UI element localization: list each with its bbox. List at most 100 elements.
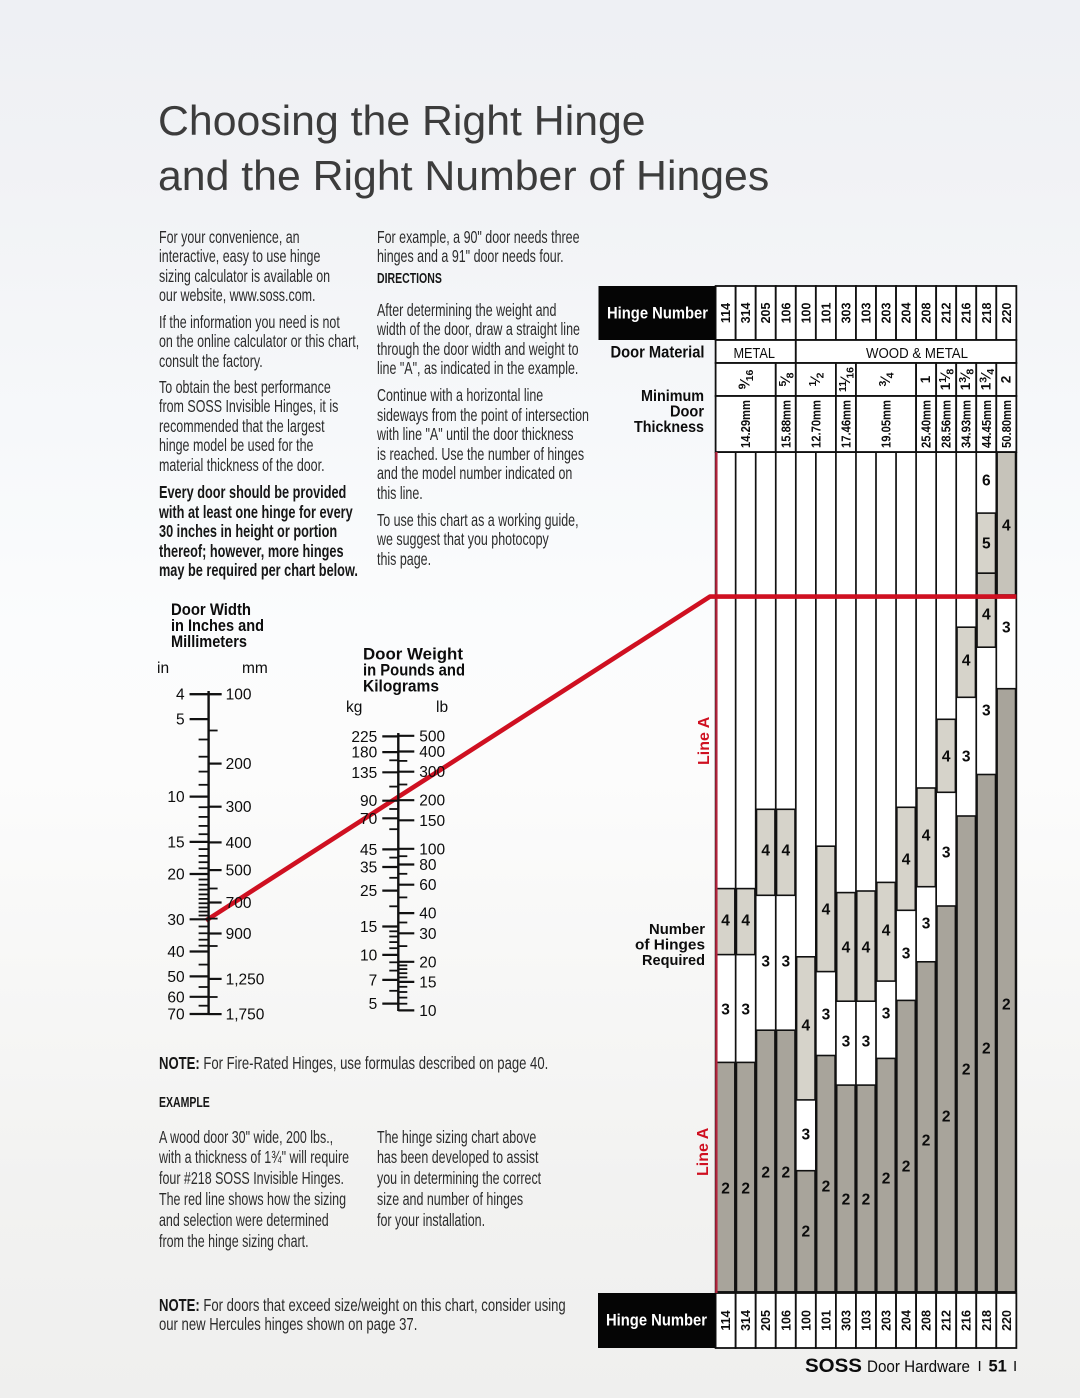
svg-text:220: 220 <box>1000 303 1014 324</box>
svg-text:4: 4 <box>1002 518 1011 535</box>
svg-text:6: 6 <box>982 473 991 490</box>
svg-text:30: 30 <box>419 926 437 943</box>
svg-text:500: 500 <box>226 863 252 880</box>
svg-text:mm: mm <box>242 660 268 677</box>
svg-text:218: 218 <box>980 1310 994 1331</box>
svg-text:of Hinges: of Hinges <box>635 937 705 954</box>
svg-text:60: 60 <box>167 989 185 1006</box>
svg-text:3: 3 <box>842 1034 851 1051</box>
svg-text:Minimum: Minimum <box>641 388 704 405</box>
svg-text:4: 4 <box>902 852 911 869</box>
svg-text:4: 4 <box>721 913 730 930</box>
svg-text:34.93mm: 34.93mm <box>960 400 974 448</box>
svg-text:101: 101 <box>819 303 833 324</box>
svg-text:50.80mm: 50.80mm <box>1000 400 1014 448</box>
svg-text:25.40mm: 25.40mm <box>920 400 934 448</box>
svg-text:2: 2 <box>942 1109 951 1126</box>
svg-text:3: 3 <box>781 954 790 971</box>
svg-text:Hinge Number: Hinge Number <box>607 304 708 323</box>
svg-text:80: 80 <box>419 857 437 874</box>
svg-text:204: 204 <box>900 1310 914 1331</box>
svg-text:700: 700 <box>226 895 252 912</box>
svg-text:204: 204 <box>900 303 914 324</box>
svg-text:1: 1 <box>918 375 933 383</box>
svg-text:13⁄8: 13⁄8 <box>957 369 977 391</box>
svg-text:300: 300 <box>419 764 445 781</box>
svg-text:4: 4 <box>802 1018 811 1035</box>
svg-text:208: 208 <box>920 303 934 324</box>
svg-text:100: 100 <box>419 841 445 858</box>
svg-text:35: 35 <box>360 860 377 877</box>
svg-text:3: 3 <box>982 703 991 720</box>
svg-text:Door Hardware: Door Hardware <box>867 1358 970 1376</box>
svg-text:114: 114 <box>719 1310 733 1330</box>
svg-text:150: 150 <box>419 813 445 830</box>
svg-text:200: 200 <box>226 756 252 773</box>
svg-text:4: 4 <box>741 913 750 930</box>
svg-text:203: 203 <box>880 303 894 324</box>
svg-text:200: 200 <box>419 793 445 810</box>
svg-text:216: 216 <box>960 303 974 324</box>
svg-text:100: 100 <box>799 303 813 324</box>
svg-text:205: 205 <box>759 303 773 324</box>
svg-text:4: 4 <box>842 940 851 957</box>
svg-text:50: 50 <box>167 969 185 986</box>
svg-text:2: 2 <box>922 1133 931 1150</box>
svg-text:303: 303 <box>839 1310 853 1331</box>
svg-text:4: 4 <box>822 902 831 919</box>
svg-text:2: 2 <box>741 1181 750 1198</box>
svg-text:4: 4 <box>882 923 891 940</box>
svg-text:in Inches and: in Inches and <box>171 617 264 635</box>
svg-text:Millimeters: Millimeters <box>171 633 247 651</box>
svg-text:28.56mm: 28.56mm <box>940 400 954 448</box>
svg-text:101: 101 <box>819 1310 833 1331</box>
svg-text:in: in <box>157 660 169 677</box>
svg-text:4: 4 <box>862 940 871 957</box>
svg-text:3: 3 <box>922 916 931 933</box>
svg-text:13⁄4: 13⁄4 <box>977 369 997 391</box>
svg-text:2: 2 <box>998 376 1013 384</box>
svg-text:Door: Door <box>670 404 704 421</box>
svg-text:212: 212 <box>940 303 954 324</box>
svg-text:15: 15 <box>419 974 436 991</box>
svg-text:25: 25 <box>360 883 377 900</box>
svg-text:3: 3 <box>721 1002 730 1019</box>
svg-text:220: 220 <box>1000 1310 1014 1331</box>
svg-text:70: 70 <box>360 811 378 828</box>
svg-text:106: 106 <box>779 1310 793 1331</box>
svg-text:Hinge Number: Hinge Number <box>606 1311 707 1330</box>
svg-text:400: 400 <box>419 744 445 761</box>
svg-text:2: 2 <box>962 1062 971 1079</box>
svg-text:10: 10 <box>360 947 378 964</box>
svg-text:314: 314 <box>739 1310 753 1331</box>
svg-text:14.29mm: 14.29mm <box>739 400 753 448</box>
svg-text:WOOD & METAL: WOOD & METAL <box>866 345 968 362</box>
svg-text:40: 40 <box>419 906 437 923</box>
svg-text:3: 3 <box>802 1127 811 1144</box>
svg-text:15.88mm: 15.88mm <box>779 400 793 448</box>
svg-text:kg: kg <box>346 699 362 716</box>
svg-text:103: 103 <box>859 1310 873 1331</box>
svg-text:9⁄16: 9⁄16 <box>737 369 757 389</box>
svg-text:500: 500 <box>419 728 445 745</box>
svg-text:Line A: Line A <box>696 716 713 765</box>
svg-text:1,750: 1,750 <box>226 1007 265 1024</box>
svg-text:Line A: Line A <box>695 1127 712 1176</box>
svg-text:180: 180 <box>351 745 377 762</box>
svg-text:METAL: METAL <box>733 345 775 362</box>
svg-text:2: 2 <box>721 1181 730 1198</box>
svg-text:5: 5 <box>369 996 378 1013</box>
svg-text:4: 4 <box>176 687 185 704</box>
svg-text:I: I <box>978 1358 982 1375</box>
svg-text:2: 2 <box>982 1041 991 1058</box>
svg-text:11⁄8: 11⁄8 <box>937 369 957 391</box>
svg-text:4: 4 <box>761 843 770 860</box>
svg-text:3: 3 <box>882 1006 891 1023</box>
svg-text:15: 15 <box>360 919 377 936</box>
svg-text:4: 4 <box>922 828 931 845</box>
svg-text:I: I <box>1013 1358 1017 1375</box>
svg-text:400: 400 <box>226 835 252 852</box>
svg-text:314: 314 <box>739 303 753 324</box>
svg-text:lb: lb <box>436 699 448 716</box>
svg-text:Number: Number <box>649 921 705 938</box>
